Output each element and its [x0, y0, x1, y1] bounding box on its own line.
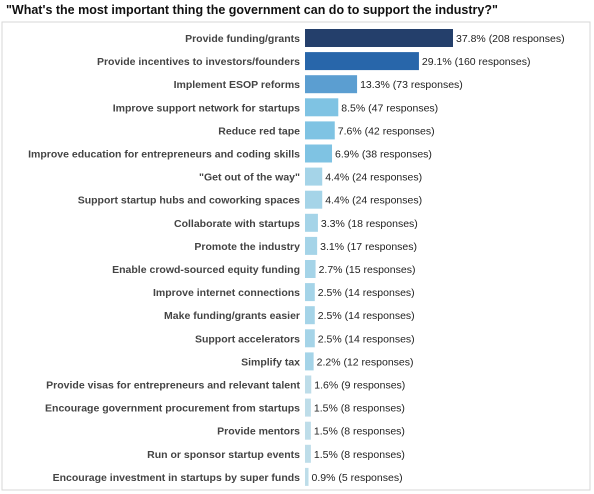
bar	[305, 213, 318, 232]
value-label: 2.5% (14 responses)	[318, 310, 415, 322]
category-label: Provide mentors	[217, 426, 300, 438]
value-label: 2.5% (14 responses)	[318, 333, 415, 345]
category-label: Support startup hubs and coworking space…	[78, 195, 300, 207]
bar	[305, 260, 316, 278]
value-label: 3.3% (18 responses)	[321, 218, 418, 230]
bar	[305, 75, 358, 94]
chart-title: "What's the most important thing the gov…	[6, 3, 498, 17]
category-label: Enable crowd-sourced equity funding	[112, 264, 300, 276]
category-label: Run or sponsor startup events	[147, 449, 300, 461]
bar	[305, 144, 333, 163]
value-label: 13.3% (73 responses)	[360, 79, 463, 91]
value-label: 29.1% (160 responses)	[422, 56, 531, 68]
bar	[305, 121, 335, 140]
chart-frame	[1, 21, 591, 491]
value-label: 3.1% (17 responses)	[320, 241, 417, 253]
category-label: Promote the industry	[194, 241, 300, 253]
value-label: 1.5% (8 responses)	[314, 403, 405, 415]
bar	[305, 98, 339, 117]
bar	[305, 306, 315, 325]
category-label: Provide visas for entrepreneurs and rele…	[46, 380, 300, 392]
category-label: Collaborate with startups	[174, 218, 300, 230]
value-label: 7.6% (42 responses)	[338, 125, 435, 137]
value-label: 1.6% (9 responses)	[314, 380, 405, 392]
bar	[305, 236, 318, 255]
value-label: 1.5% (8 responses)	[314, 449, 405, 461]
bar	[305, 444, 311, 463]
bar	[305, 167, 323, 186]
bar	[305, 398, 311, 417]
bar	[305, 352, 314, 371]
value-label: 4.4% (24 responses)	[325, 195, 422, 207]
category-label: Encourage investment in startups by supe…	[53, 472, 301, 484]
value-label: 8.5% (47 responses)	[341, 102, 438, 114]
value-label: 4.4% (24 responses)	[325, 172, 422, 184]
category-label: Improve internet connections	[153, 287, 300, 299]
category-label: Provide funding/grants	[185, 33, 300, 45]
category-label: Simplify tax	[241, 356, 300, 368]
value-label: 6.9% (38 responses)	[335, 149, 432, 161]
value-label: 37.8% (208 responses)	[456, 33, 565, 45]
category-label: Provide incentives to investors/founders	[97, 56, 300, 68]
value-label: 2.2% (12 responses)	[317, 356, 414, 368]
category-label: Reduce red tape	[218, 125, 300, 137]
category-label: "Get out of the way"	[199, 172, 300, 184]
bar	[305, 421, 311, 440]
category-label: Support accelerators	[195, 333, 300, 345]
bar	[305, 467, 309, 486]
bar	[305, 329, 315, 348]
category-label: Improve education for entrepreneurs and …	[28, 149, 300, 161]
value-label: 2.5% (14 responses)	[318, 287, 415, 299]
bar	[305, 375, 312, 394]
bar	[305, 29, 453, 47]
value-label: 1.5% (8 responses)	[314, 426, 405, 438]
category-label: Improve support network for startups	[113, 102, 300, 114]
bar	[305, 283, 315, 302]
category-label: Encourage government procurement from st…	[45, 403, 300, 415]
bar	[305, 190, 323, 209]
category-label: Make funding/grants easier	[164, 310, 300, 322]
value-label: 2.7% (15 responses)	[319, 264, 416, 276]
value-label: 0.9% (5 responses)	[312, 472, 403, 484]
bar	[305, 52, 419, 71]
category-label: Implement ESOP reforms	[174, 79, 301, 91]
